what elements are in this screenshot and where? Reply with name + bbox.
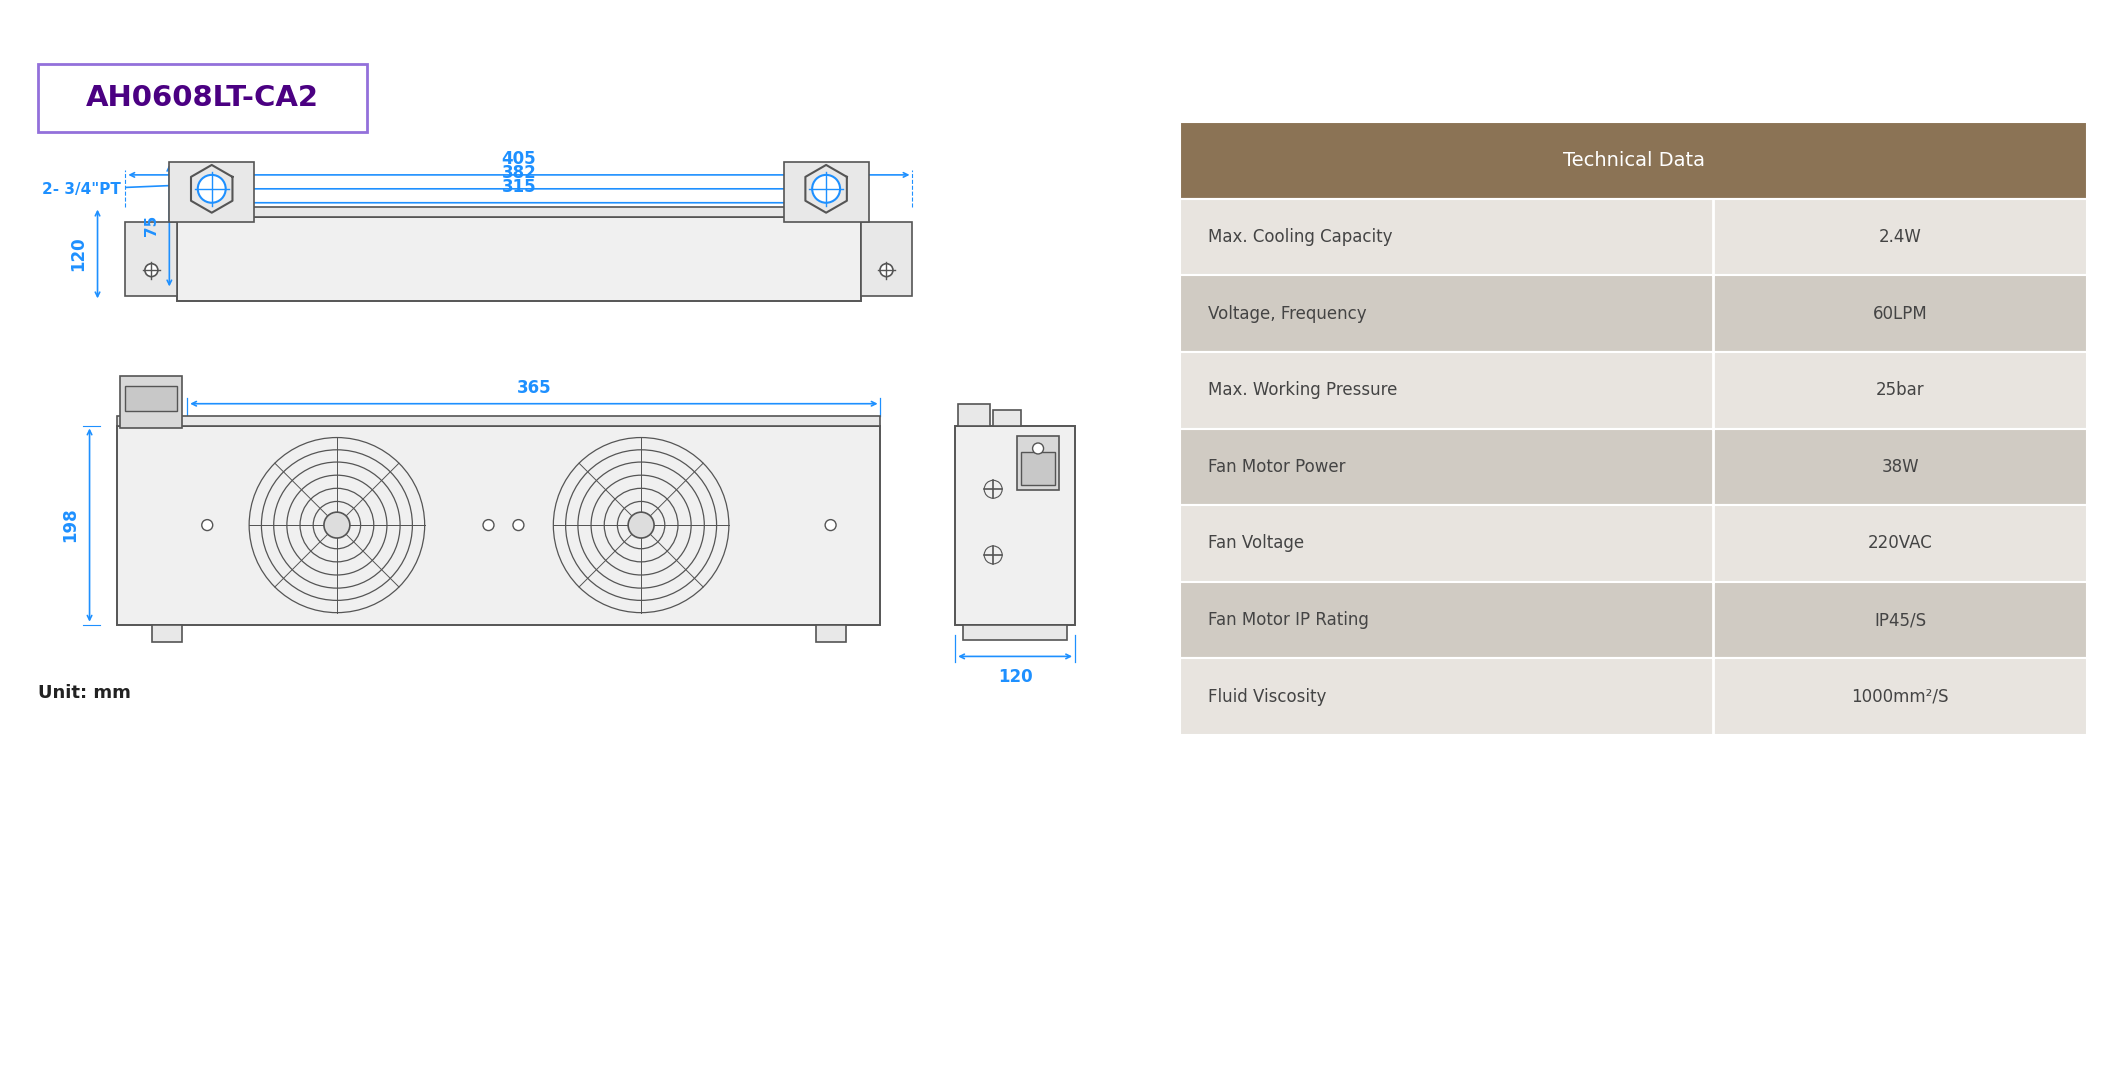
Text: 382: 382 [502,164,536,182]
Text: 75: 75 [145,215,159,237]
Bar [1180,199,2088,276]
Text: 120: 120 [997,668,1033,687]
Bar [1020,452,1054,485]
Bar [176,207,861,217]
Bar [117,416,880,425]
Bar [1180,276,2088,352]
Bar [861,221,912,296]
Bar [1180,352,2088,429]
Text: Fan Motor Power: Fan Motor Power [1208,458,1346,476]
Text: Unit: mm: Unit: mm [38,685,130,702]
Circle shape [145,264,157,277]
Circle shape [483,520,493,531]
Circle shape [812,175,840,203]
Circle shape [1033,443,1044,454]
Text: IP45/S: IP45/S [1875,611,1926,629]
Circle shape [202,520,213,531]
Text: Fan Motor IP Rating: Fan Motor IP Rating [1208,611,1369,629]
Bar [955,425,1076,625]
Text: Voltage, Frequency: Voltage, Frequency [1208,305,1367,322]
Text: 365: 365 [517,379,551,397]
Text: 25bar: 25bar [1875,381,1924,399]
Text: 2.4W: 2.4W [1879,228,1922,246]
Circle shape [512,520,523,531]
Bar [121,375,183,427]
Bar [125,221,176,296]
Bar [1180,582,2088,659]
Text: Technical Data: Technical Data [1563,151,1705,170]
Bar [963,625,1067,639]
Text: Max. Cooling Capacity: Max. Cooling Capacity [1208,228,1393,246]
Circle shape [627,512,655,538]
Text: 120: 120 [70,237,87,271]
FancyBboxPatch shape [38,64,368,132]
Text: 220VAC: 220VAC [1869,535,1933,552]
Bar [170,162,255,221]
Bar [176,217,861,302]
Bar [993,410,1020,425]
Circle shape [323,512,351,538]
Text: 405: 405 [502,150,536,168]
Circle shape [198,175,225,203]
Text: 1000mm²/S: 1000mm²/S [1852,688,1950,705]
Bar [784,162,870,221]
Bar [125,386,176,411]
Bar [1180,506,2088,582]
Text: Fluid Viscosity: Fluid Viscosity [1208,688,1327,705]
Text: 60LPM: 60LPM [1873,305,1928,322]
Bar [816,625,846,642]
Circle shape [825,520,836,531]
Text: Max. Working Pressure: Max. Working Pressure [1208,381,1397,399]
Bar [1180,659,2088,735]
Bar [959,404,991,425]
Text: AH0608LT-CA2: AH0608LT-CA2 [85,85,319,112]
Bar [1180,123,2088,199]
Text: 38W: 38W [1882,458,1920,476]
Text: 315: 315 [502,178,536,195]
Bar [117,425,880,625]
Text: 198: 198 [62,508,79,542]
Bar [1180,429,2088,506]
Text: Fan Voltage: Fan Voltage [1208,535,1303,552]
Circle shape [880,264,893,277]
Text: 2- 3/4"PT: 2- 3/4"PT [43,181,206,196]
Bar [153,625,183,642]
Bar [1016,435,1059,490]
